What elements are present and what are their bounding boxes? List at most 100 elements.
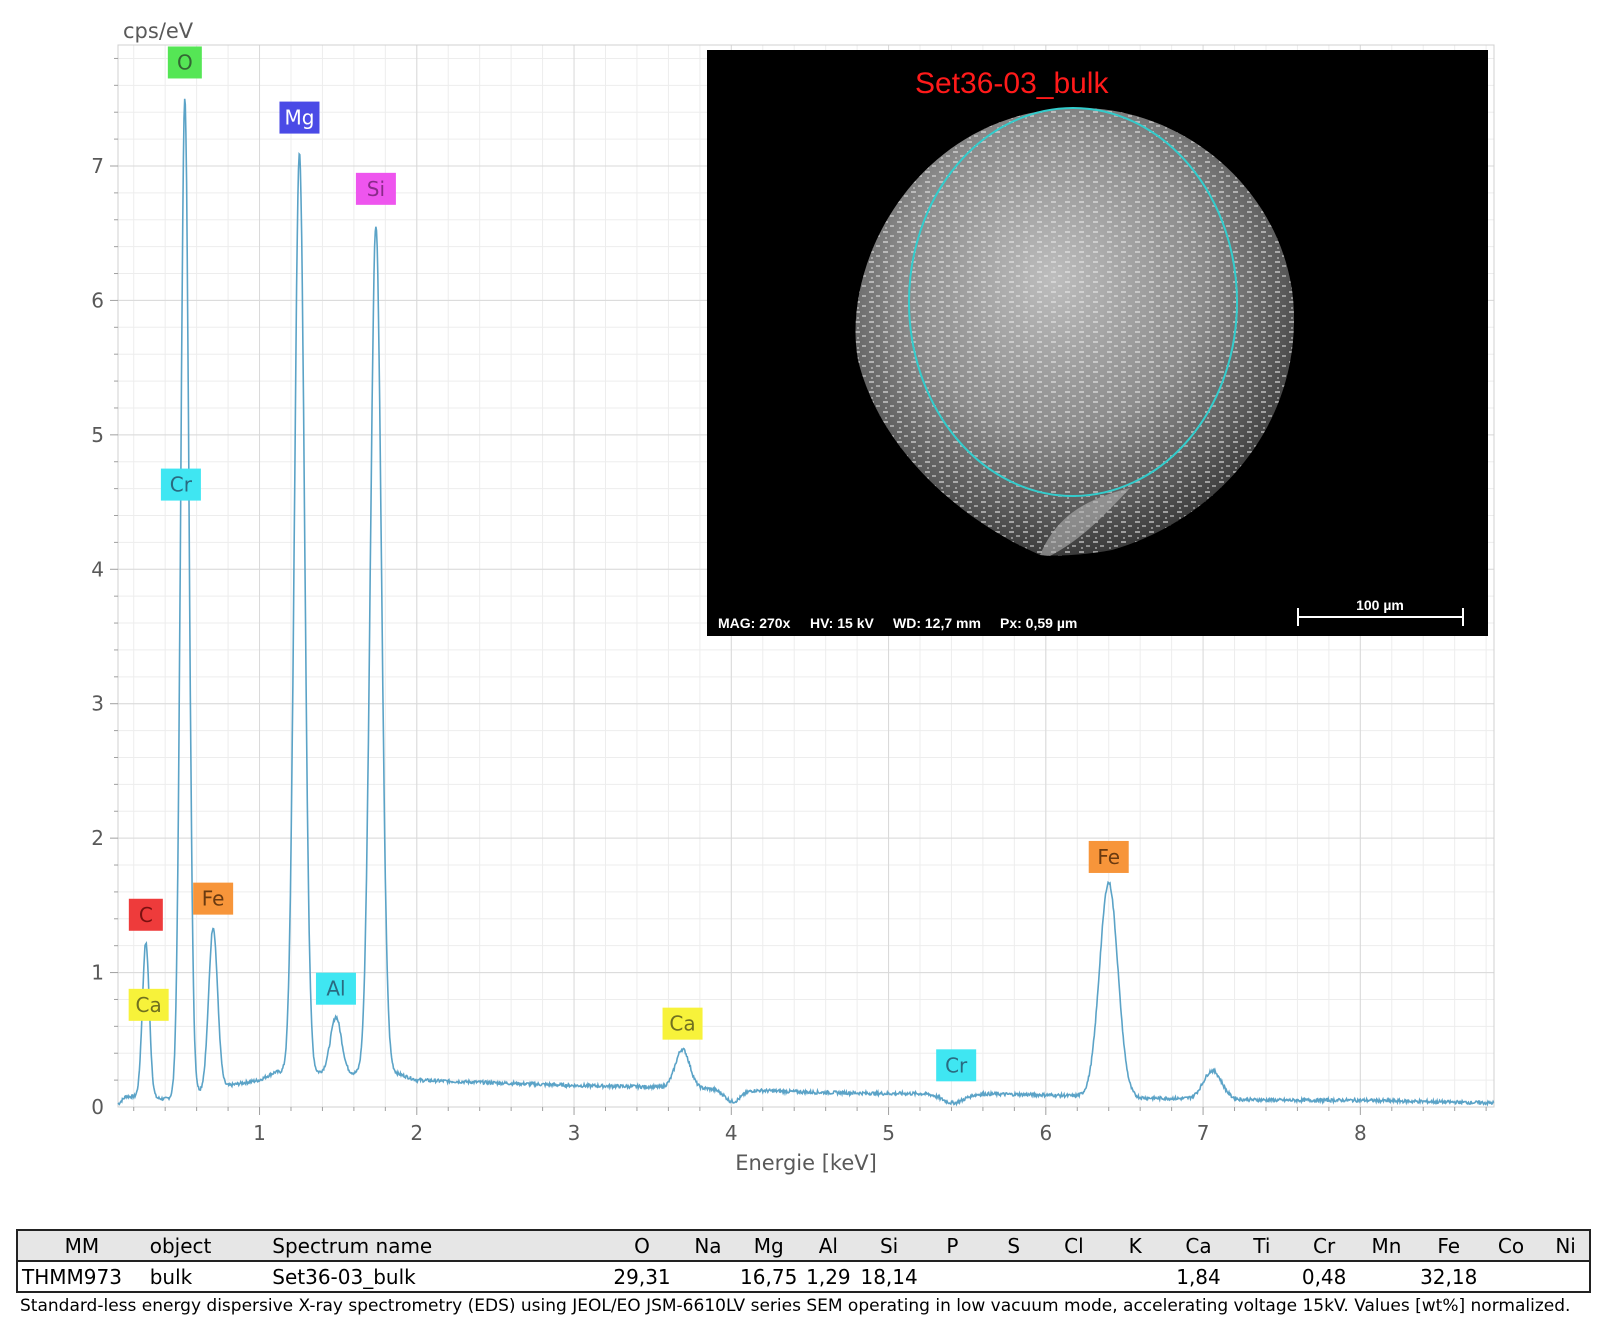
x-tick-label: 2	[410, 1121, 423, 1145]
x-tick-label: 8	[1354, 1121, 1367, 1145]
table-cell	[1104, 1260, 1167, 1293]
table-header-cell: MM	[16, 1229, 146, 1262]
element-label-box	[160, 468, 201, 501]
element-annotations: O Mg Si Cr C Fe Ca Al Ca Cr Fe	[128, 46, 1129, 1082]
table-cell: 29,31	[605, 1260, 679, 1293]
element-label-box	[1088, 840, 1129, 873]
table-cell	[921, 1260, 984, 1293]
table-cell: bulk	[145, 1260, 269, 1293]
element-label-box	[128, 898, 163, 931]
element-label-box	[662, 1007, 703, 1040]
element-label-text: O	[177, 50, 193, 74]
element-label-text: Cr	[170, 473, 193, 497]
element-label-ca: Ca	[128, 988, 169, 1021]
element-label-text: Mg	[284, 106, 314, 130]
table-cell: 1,29	[799, 1260, 857, 1293]
table-header-cell: Co	[1479, 1229, 1543, 1262]
sem-mag: MAG: 270x	[718, 615, 791, 631]
element-label-ca: Ca	[662, 1007, 703, 1040]
eds-spectrum-chart: 0 1 2 3 4 5 6 7 1 2 3 4 5 6 7 8 cps/eV Energie [keV] O…	[91, 19, 1495, 1175]
table-header-cell: K	[1104, 1229, 1167, 1262]
table-header-cell: Spectrum name	[268, 1229, 606, 1262]
table-row: THMM973 bulk Set36-03_bulk 29,31 16,75 1,29 18…	[16, 1260, 1591, 1293]
y-tick-label: 4	[91, 557, 104, 581]
x-tick-label: 5	[882, 1121, 895, 1145]
table-cell	[1043, 1260, 1105, 1293]
element-label-box	[315, 972, 356, 1005]
element-label-fe: Fe	[193, 882, 234, 915]
element-label-box	[193, 882, 234, 915]
element-label-box	[355, 172, 396, 205]
table-header-cell: Ti	[1230, 1229, 1293, 1262]
table-header-row: MM object Spectrum name O Na Mg Al Si P S Cl K Ca Ti C…	[16, 1229, 1591, 1262]
element-label-box	[128, 988, 169, 1021]
element-label-text: C	[139, 903, 153, 927]
element-label-box	[936, 1049, 977, 1082]
table-cell	[1542, 1260, 1591, 1293]
sem-px: Px: 0,59 µm	[1000, 615, 1077, 631]
y-tick-label: 5	[91, 423, 104, 447]
element-label-c: C	[128, 898, 163, 931]
x-tick-label: 7	[1197, 1121, 1210, 1145]
element-label-text: Al	[326, 977, 345, 1001]
composition-table: MM object Spectrum name O Na Mg Al Si P S Cl K Ca Ti C…	[16, 1229, 1591, 1293]
table-header-cell: Al	[799, 1229, 857, 1262]
table-cell: 18,14	[856, 1260, 922, 1293]
table-header-cell: Ca	[1166, 1229, 1231, 1262]
x-axis-title: Energie [keV]	[735, 1151, 877, 1175]
element-label-si: Si	[355, 172, 396, 205]
element-label-text: Si	[367, 177, 385, 201]
microsphere-tail	[1040, 488, 1130, 556]
table-cell	[1355, 1260, 1418, 1293]
element-label-mg: Mg	[279, 101, 320, 134]
table-header-cell: Cr	[1292, 1229, 1356, 1262]
spectrum-series-line	[117, 98, 1495, 1107]
table-cell	[1479, 1260, 1543, 1293]
scale-bar	[1297, 608, 1464, 626]
y-tick-label: 0	[91, 1095, 104, 1119]
table-header-cell: Fe	[1417, 1229, 1480, 1262]
element-label-text: Fe	[202, 887, 225, 911]
table-header-cell: object	[145, 1229, 269, 1262]
element-label-box	[167, 46, 202, 79]
y-axis-ticks: 0 1 2 3 4 5 6 7	[91, 57, 118, 1119]
element-label-text: Ca	[669, 1012, 695, 1036]
scale-bar-label: 100 µm	[1356, 597, 1404, 613]
table-header-cell: Na	[678, 1229, 738, 1262]
y-tick-label: 3	[91, 692, 104, 716]
element-label-fe: Fe	[1088, 840, 1129, 873]
table-header-cell: Cl	[1043, 1229, 1105, 1262]
plot-frame	[117, 44, 1495, 1108]
sem-spectrum-title: Set36-03_bulk	[915, 67, 1109, 100]
element-label-text: Fe	[1097, 845, 1120, 869]
y-tick-label: 6	[91, 288, 104, 312]
element-label-cr: Cr	[936, 1049, 977, 1082]
element-label-box	[279, 101, 320, 134]
sem-wd: WD: 12,7 mm	[893, 615, 981, 631]
table-cell: Set36-03_bulk	[268, 1260, 606, 1293]
table-cell	[983, 1260, 1044, 1293]
element-label-al: Al	[315, 972, 356, 1005]
sem-inset: Set36-03_bulk MAG: 270x HV: 15 kV WD: 12…	[707, 50, 1488, 636]
element-label-text: Ca	[136, 993, 162, 1017]
x-tick-label: 3	[568, 1121, 581, 1145]
analysis-region-ellipse	[908, 107, 1238, 497]
y-tick-label: 1	[91, 961, 104, 985]
table-cell: THMM973	[16, 1260, 146, 1293]
table-cell	[1230, 1260, 1293, 1293]
x-axis-ticks: 1 2 3 4 5 6 7 8	[133, 1107, 1487, 1145]
x-tick-label: 4	[725, 1121, 738, 1145]
footnote: Standard-less energy dispersive X-ray sp…	[20, 1296, 1571, 1316]
table-header-cell: Ni	[1542, 1229, 1591, 1262]
x-tick-label: 1	[253, 1121, 266, 1145]
y-axis-title: cps/eV	[123, 19, 194, 43]
x-tick-label: 6	[1039, 1121, 1052, 1145]
y-tick-label: 2	[91, 826, 104, 850]
table-header-cell: Si	[856, 1229, 922, 1262]
table-cell	[678, 1260, 738, 1293]
table-cell: 32,18	[1417, 1260, 1480, 1293]
table-cell: 1,84	[1166, 1260, 1231, 1293]
element-label-text: Cr	[945, 1053, 968, 1077]
table-header-cell: P	[921, 1229, 984, 1262]
element-label-o: O	[167, 46, 202, 79]
